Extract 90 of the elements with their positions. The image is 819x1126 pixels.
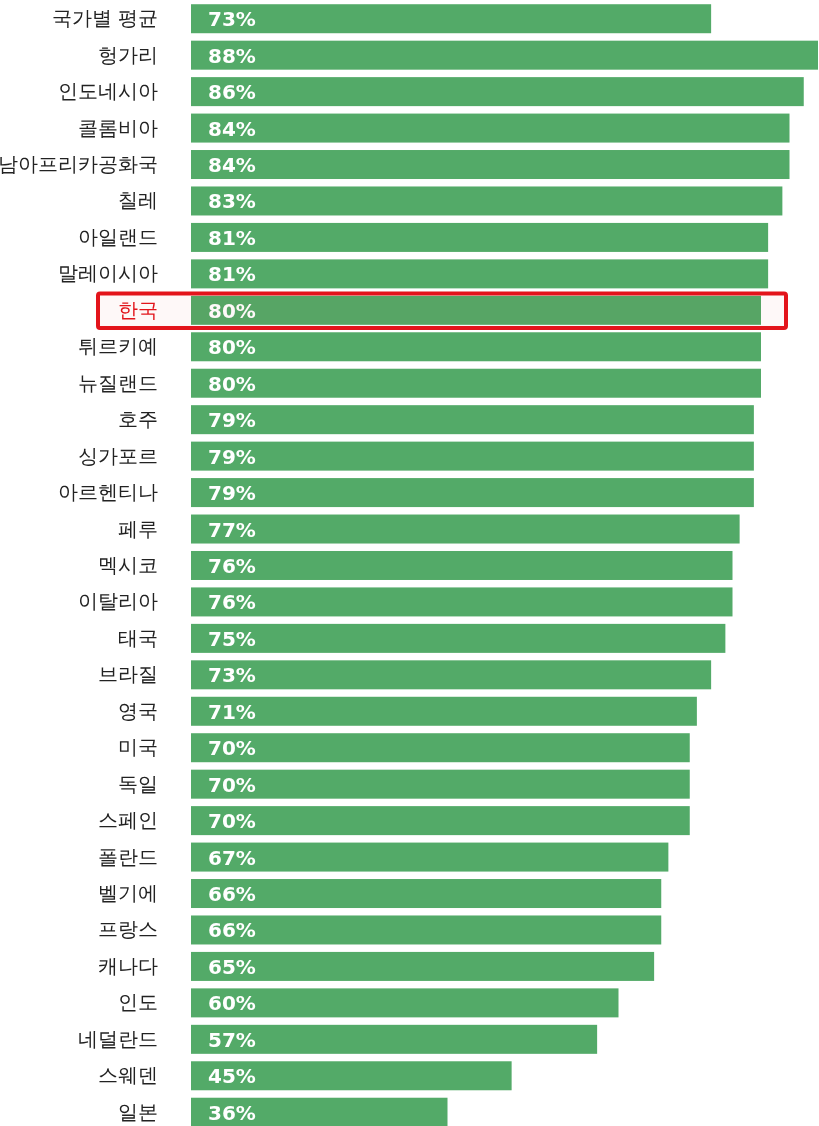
data-label: 76% xyxy=(208,590,256,615)
data-label: 70% xyxy=(208,809,256,834)
y-tick-label: 헝가리 xyxy=(98,42,158,67)
y-tick-label: 페루 xyxy=(118,516,158,541)
y-tick-label: 영국 xyxy=(118,698,158,723)
y-tick-label: 콜롬비아 xyxy=(78,115,158,140)
y-tick-label: 벨기에 xyxy=(98,881,158,906)
bar xyxy=(191,77,804,107)
data-label: 80% xyxy=(208,335,256,360)
bar xyxy=(191,879,662,909)
data-label: 88% xyxy=(208,43,256,68)
bar xyxy=(191,478,754,508)
bar xyxy=(191,441,754,471)
data-label: 57% xyxy=(208,1027,256,1052)
data-label: 81% xyxy=(208,262,256,287)
data-label: 84% xyxy=(208,153,256,178)
data-label: 71% xyxy=(208,699,256,724)
y-tick-label: 독일 xyxy=(118,771,158,796)
y-tick-label: 스페인 xyxy=(98,808,158,833)
y-tick-label: 남아프리카공화국 xyxy=(0,152,158,177)
y-tick-label: 튀르키예 xyxy=(78,334,158,359)
bar xyxy=(191,696,697,726)
y-tick-label: 이탈리아 xyxy=(78,589,158,614)
bar xyxy=(191,1061,512,1091)
data-label: 67% xyxy=(208,845,256,870)
y-tick-label: 한국 xyxy=(118,297,158,322)
bar xyxy=(191,951,655,981)
bar xyxy=(191,40,818,70)
data-label: 60% xyxy=(208,991,256,1016)
data-label: 84% xyxy=(208,116,256,141)
bar xyxy=(191,4,712,34)
bar xyxy=(191,915,662,945)
y-tick-label: 싱가포르 xyxy=(78,443,158,468)
y-tick-label: 인도 xyxy=(118,990,158,1015)
bar xyxy=(191,186,783,216)
data-label: 76% xyxy=(208,553,256,578)
data-label: 66% xyxy=(208,882,256,907)
bar xyxy=(191,660,712,690)
bar xyxy=(191,623,726,653)
data-label: 83% xyxy=(208,189,256,214)
bar xyxy=(191,405,754,435)
bar xyxy=(191,587,733,617)
y-tick-label: 국가별 평균 xyxy=(51,6,158,31)
data-label: 66% xyxy=(208,918,256,943)
data-label: 70% xyxy=(208,772,256,797)
data-label: 80% xyxy=(208,371,256,396)
y-tick-label: 아르헨티나 xyxy=(58,480,158,505)
bar xyxy=(191,1097,448,1126)
bar xyxy=(191,222,769,252)
bar xyxy=(191,550,733,580)
y-tick-label: 칠레 xyxy=(118,188,158,213)
data-label: 81% xyxy=(208,225,256,250)
y-tick-label: 인도네시아 xyxy=(58,79,158,104)
y-tick-label: 스웨덴 xyxy=(98,1063,158,1088)
y-tick-label: 네덜란드 xyxy=(78,1026,158,1051)
data-label: 36% xyxy=(208,1100,256,1125)
bar xyxy=(191,113,790,143)
y-tick-label: 프랑스 xyxy=(98,917,158,942)
data-label: 75% xyxy=(208,626,256,651)
data-label: 77% xyxy=(208,517,256,542)
data-label: 73% xyxy=(208,663,256,688)
data-label: 79% xyxy=(208,481,256,506)
data-label: 80% xyxy=(208,298,256,323)
y-tick-label: 호주 xyxy=(118,407,158,432)
bar xyxy=(191,368,761,398)
data-label: 70% xyxy=(208,736,256,761)
bar xyxy=(191,988,619,1018)
data-label: 79% xyxy=(208,444,256,469)
bar xyxy=(191,842,669,872)
data-label: 86% xyxy=(208,80,256,105)
data-label: 65% xyxy=(208,954,256,979)
y-tick-label: 일본 xyxy=(118,1099,158,1124)
y-tick-label: 브라질 xyxy=(98,662,158,687)
y-tick-label: 캐나다 xyxy=(98,953,158,978)
data-label: 73% xyxy=(208,7,256,32)
bar xyxy=(191,514,740,544)
bar xyxy=(191,769,690,799)
bar xyxy=(191,806,690,836)
y-tick-label: 아일랜드 xyxy=(78,224,158,249)
y-tick-label: 말레이시아 xyxy=(58,261,158,286)
y-tick-label: 뉴질랜드 xyxy=(78,370,158,395)
y-tick-label: 멕시코 xyxy=(98,552,158,577)
y-tick-label: 태국 xyxy=(118,625,158,650)
y-tick-label: 폴란드 xyxy=(98,844,158,869)
y-tick-label: 미국 xyxy=(118,735,158,760)
data-label: 79% xyxy=(208,408,256,433)
data-label: 45% xyxy=(208,1064,256,1089)
bar xyxy=(191,150,790,180)
bar xyxy=(191,733,690,763)
bar xyxy=(191,1024,598,1054)
